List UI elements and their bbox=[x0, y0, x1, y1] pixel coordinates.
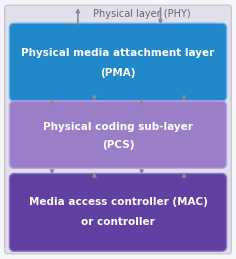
FancyBboxPatch shape bbox=[9, 101, 227, 168]
Text: (PCS): (PCS) bbox=[102, 140, 134, 149]
FancyBboxPatch shape bbox=[5, 5, 231, 254]
FancyBboxPatch shape bbox=[9, 174, 227, 251]
Text: Media access controller (MAC): Media access controller (MAC) bbox=[29, 197, 207, 207]
Text: Physical media attachment layer: Physical media attachment layer bbox=[21, 48, 215, 58]
FancyBboxPatch shape bbox=[9, 23, 227, 101]
Text: (PMA): (PMA) bbox=[100, 68, 136, 77]
Text: Physical layer (PHY): Physical layer (PHY) bbox=[93, 9, 190, 19]
Text: Physical coding sub-layer: Physical coding sub-layer bbox=[43, 122, 193, 132]
Text: or controller: or controller bbox=[81, 217, 155, 227]
